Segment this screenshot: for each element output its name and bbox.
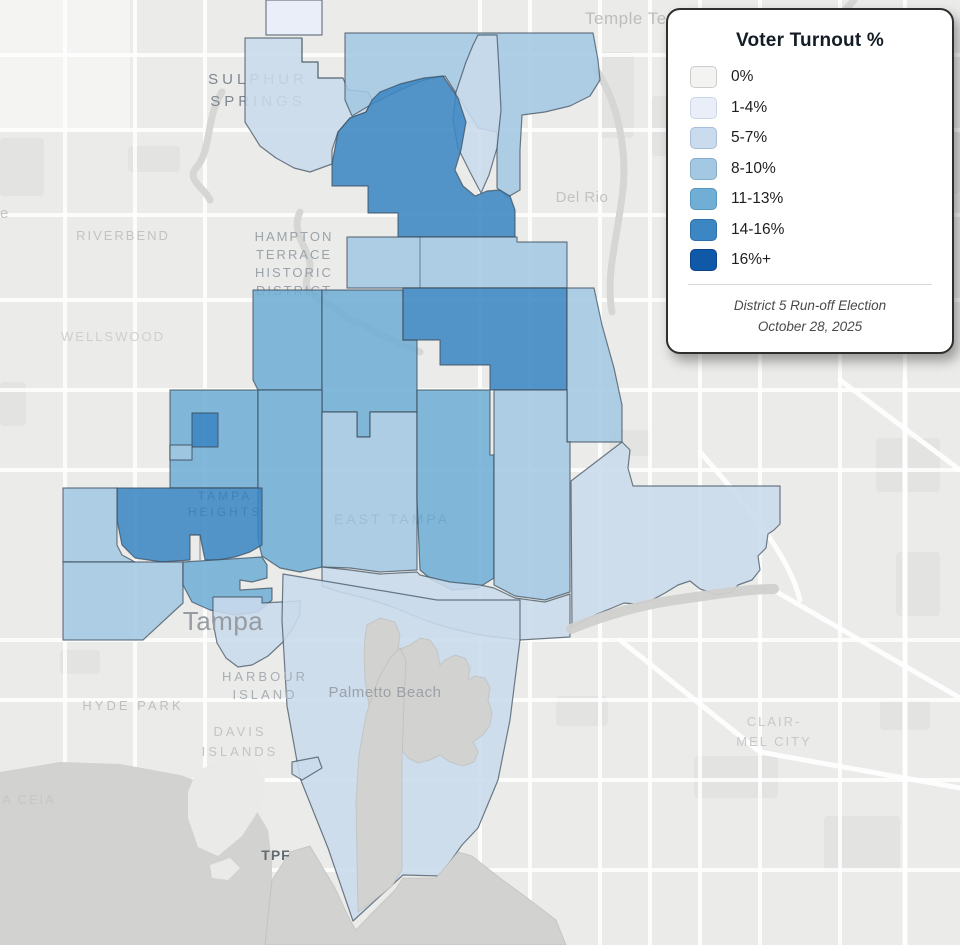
legend-swatch <box>690 188 717 210</box>
basemap-patch <box>128 146 180 172</box>
map-label: Tampa <box>183 606 264 636</box>
legend-item-label: 0% <box>731 68 754 85</box>
road <box>837 377 960 473</box>
map-label: HAMPTON <box>255 229 334 244</box>
legend-item-14-16: 14-16% <box>690 218 934 241</box>
map-label: RIVERBEND <box>76 228 170 243</box>
basemap-patch <box>694 756 778 798</box>
map-label: TPF <box>261 847 290 863</box>
precinct-east-strip[interactable] <box>566 287 623 443</box>
island-davis-main <box>188 757 265 856</box>
legend-note-line2: October 28, 2025 <box>757 318 863 334</box>
legend-note: District 5 Run-off Election October 28, … <box>686 296 934 338</box>
road <box>767 585 960 701</box>
river <box>591 64 628 316</box>
precinct-downtown[interactable] <box>212 596 301 668</box>
map-label: ISLAND <box>233 687 298 702</box>
legend-swatch <box>690 157 717 180</box>
basemap-patch <box>876 438 940 492</box>
water-channel <box>566 584 779 634</box>
map-label: HISTORIC <box>255 265 333 280</box>
map-label: TERRACE <box>256 247 332 262</box>
legend-item-label: 5-7% <box>731 129 768 146</box>
legend-swatch <box>690 218 717 241</box>
map-label: A CEIA <box>2 792 56 807</box>
river <box>189 88 226 204</box>
precinct-right-col[interactable] <box>493 389 571 601</box>
legend-item-1-4: 1-4% <box>690 96 934 119</box>
precinct-west-lower[interactable] <box>62 561 184 641</box>
precinct-wedge-light[interactable] <box>452 34 502 194</box>
precinct-row1-left[interactable] <box>252 289 323 391</box>
legend-item-11-13: 11-13% <box>690 188 934 210</box>
legend-swatch <box>690 249 717 271</box>
precinct-tall-step[interactable] <box>169 444 193 461</box>
basemap-patch <box>60 650 100 674</box>
precinct-river-dark[interactable] <box>331 75 516 238</box>
legend-item-5-7: 5-7% <box>690 127 934 149</box>
legend-item-label: 16%+ <box>731 251 772 268</box>
legend-item-8-10: 8-10% <box>690 157 934 180</box>
basemap-patch <box>0 382 26 426</box>
basemap-patch <box>598 52 634 138</box>
legend-panel: Voter Turnout % 0% 1-4% 5-7% 8-10% 11-13% 14-… <box>666 8 954 354</box>
precinct-center-light[interactable] <box>321 411 418 573</box>
precinct-north-rect[interactable] <box>265 0 323 36</box>
road <box>697 449 803 603</box>
basemap-patch <box>556 696 608 726</box>
map-label: e <box>0 205 8 222</box>
legend-title: Voter Turnout % <box>736 30 884 51</box>
road <box>617 637 960 791</box>
legend-item-label: 11-13% <box>731 190 784 207</box>
map-label: DAVIS <box>213 724 266 739</box>
precinct-center-dark[interactable] <box>416 389 495 591</box>
water-bottom-band <box>264 845 567 945</box>
legend-swatch <box>690 127 717 149</box>
legend-item-16: 16%+ <box>690 249 934 271</box>
precinct-pier-piece[interactable] <box>291 756 323 781</box>
map-label: Del Rio <box>556 189 609 206</box>
map-label: MEL CITY <box>736 734 811 749</box>
map-label: CLAIR- <box>747 714 802 729</box>
legend-item-0: 0% <box>690 66 934 88</box>
precinct-heights-dark[interactable] <box>116 487 263 563</box>
legend-item-label: 14-16% <box>731 220 785 238</box>
island-davis-small <box>210 858 240 880</box>
legend-divider <box>688 284 932 285</box>
precinct-mid-band[interactable] <box>346 236 568 289</box>
precinct-tall-square[interactable] <box>191 412 219 448</box>
legend-items: 0% 1-4% 5-7% 8-10% 11-13% 14-16% 16%+ <box>686 66 934 271</box>
precinct-mid-col[interactable] <box>257 389 323 573</box>
legend-swatch <box>690 96 717 119</box>
precinct-border <box>301 38 343 79</box>
map-label: Palmetto Beach <box>329 684 442 701</box>
basemap-patch <box>0 138 44 196</box>
legend-swatch <box>690 66 717 88</box>
legend-item-label: 8-10% <box>731 159 776 177</box>
legend-note-line1: District 5 Run-off Election <box>733 298 887 313</box>
basemap-patch <box>824 816 900 872</box>
map-label: HYDE PARK <box>82 698 183 713</box>
precinct-border <box>190 534 201 560</box>
water-inlet <box>355 647 407 913</box>
map-label: HARBOUR <box>222 669 308 684</box>
map-label: ISLANDS <box>202 744 279 759</box>
map-label: Temple Te <box>585 9 667 28</box>
map-label: WELLSWOOD <box>61 329 165 344</box>
legend-item-label: 1-4% <box>731 98 768 116</box>
